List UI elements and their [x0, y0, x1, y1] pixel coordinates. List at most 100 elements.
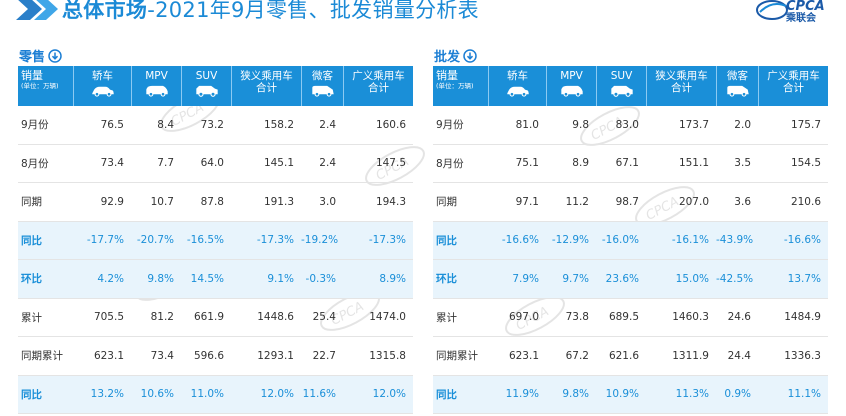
table-cell: 173.7	[646, 106, 716, 145]
table-cell: 7.7	[131, 145, 181, 183]
table-cell: 3.0	[301, 183, 343, 222]
table-cell: 210.6	[758, 183, 828, 222]
table-cell: 10.7	[131, 183, 181, 222]
retail-table: 销量 (单位：万辆) 轿车 MPV SUV 狭义乘用车 合计 微客 广义乘用车 合计 9月份 76.…	[18, 66, 413, 414]
column-label-line2: 合计	[256, 82, 277, 94]
table-cell: 11.1%	[758, 375, 828, 414]
column-label: 销量	[436, 69, 458, 82]
table-cell: 24.6	[716, 299, 758, 337]
table-cell: 1448.6	[231, 299, 301, 337]
row-label: 同比	[18, 375, 73, 414]
column-header: 狭义乘用车 合计	[646, 66, 716, 106]
column-header: 销量 (单位：万辆)	[433, 66, 488, 106]
row-label: 同期累计	[18, 337, 73, 376]
table-cell: 705.5	[73, 299, 131, 337]
table-cell: 207.0	[646, 183, 716, 222]
table-cell: 1484.9	[758, 299, 828, 337]
retail-section-label: 零售	[19, 46, 62, 65]
table-cell: 2.4	[301, 106, 343, 145]
table-row: 同期累计 623.1 73.4 596.6 1293.1 22.7 1315.8	[18, 337, 413, 376]
table-cell: 9.8%	[131, 260, 181, 299]
table-cell: -16.6%	[488, 221, 546, 260]
table-cell: 1293.1	[231, 337, 301, 376]
column-header: 轿车	[73, 66, 131, 106]
column-label: 轿车	[507, 70, 528, 82]
table-cell: -17.3%	[343, 221, 413, 260]
table-header-row: 销量 (单位：万辆) 轿车 MPV SUV 狭义乘用车 合计 微客 广义乘用车 合计	[433, 66, 828, 106]
table-cell: 11.3%	[646, 375, 716, 414]
table-row: 同比 13.2% 10.6% 11.0% 12.0% 11.6% 12.0%	[18, 375, 413, 414]
column-header: 狭义乘用车 合计	[231, 66, 301, 106]
section-title: 零售	[19, 50, 46, 65]
column-label: MPV	[145, 70, 168, 82]
table-cell: 11.9%	[488, 375, 546, 414]
table-cell: 12.0%	[231, 375, 301, 414]
column-label: 微客	[727, 70, 748, 82]
unit-label: (单位：万辆)	[21, 82, 59, 90]
table-cell: 11.2	[546, 183, 596, 222]
table-row: 9月份 76.5 8.4 73.2 158.2 2.4 160.6	[18, 106, 413, 145]
column-header: 广义乘用车 合计	[343, 66, 413, 106]
table-cell: 67.2	[546, 337, 596, 376]
table-cell: 623.1	[488, 337, 546, 376]
table-row: 同比 -17.7% -20.7% -16.5% -17.3% -19.2% -17.3%	[18, 221, 413, 260]
page-title: 总体市场-2021年9月零售、批发销量分析表	[62, 0, 479, 24]
column-label-line2: 合计	[671, 82, 692, 94]
row-label: 8月份	[433, 145, 488, 183]
table-cell: 98.7	[596, 183, 646, 222]
table-row: 8月份 75.1 8.9 67.1 151.1 3.5 154.5	[433, 145, 828, 183]
table-cell: -20.7%	[131, 221, 181, 260]
column-label-line2: 合计	[368, 82, 389, 94]
table-cell: -17.3%	[231, 221, 301, 260]
table-cell: 147.5	[343, 145, 413, 183]
row-label: 9月份	[433, 106, 488, 145]
mpv-icon	[145, 85, 168, 97]
section-title: 批发	[434, 50, 461, 65]
column-label: MPV	[560, 70, 583, 82]
table-header-row: 销量 (单位：万辆) 轿车 MPV SUV 狭义乘用车 合计 微客 广义乘用车 合计	[18, 66, 413, 106]
row-label: 同期	[433, 183, 488, 222]
column-label: SUV	[610, 70, 633, 82]
table-cell: 9.1%	[231, 260, 301, 299]
table-cell: 194.3	[343, 183, 413, 222]
table-cell: 596.6	[181, 337, 231, 376]
table-row: 累计 705.5 81.2 661.9 1448.6 25.4 1474.0	[18, 299, 413, 337]
row-label: 同期累计	[433, 337, 488, 376]
table-cell: 145.1	[231, 145, 301, 183]
table-cell: 9.8	[546, 106, 596, 145]
double-chevron-icon	[16, 0, 58, 20]
table-cell: 697.0	[488, 299, 546, 337]
table-cell: -19.2%	[301, 221, 343, 260]
title-rest: -2021年9月零售、批发销量分析表	[147, 0, 479, 22]
table-cell: 81.0	[488, 106, 546, 145]
table-cell: 4.2%	[73, 260, 131, 299]
minivan-icon	[311, 85, 334, 97]
column-header: MPV	[131, 66, 181, 106]
table-row: 环比 7.9% 9.7% 23.6% 15.0% -42.5% 13.7%	[433, 260, 828, 299]
column-header: 轿车	[488, 66, 546, 106]
table-cell: 73.4	[131, 337, 181, 376]
table-cell: 67.1	[596, 145, 646, 183]
table-cell: -42.5%	[716, 260, 758, 299]
table-row: 累计 697.0 73.8 689.5 1460.3 24.6 1484.9	[433, 299, 828, 337]
table-cell: 158.2	[231, 106, 301, 145]
column-label: SUV	[195, 70, 218, 82]
table-cell: 8.9	[546, 145, 596, 183]
column-header: 微客	[716, 66, 758, 106]
table-cell: -16.5%	[181, 221, 231, 260]
row-label: 9月份	[18, 106, 73, 145]
table-row: 同期累计 623.1 67.2 621.6 1311.9 24.4 1336.3	[433, 337, 828, 376]
table-cell: -16.0%	[596, 221, 646, 260]
table-cell: 1336.3	[758, 337, 828, 376]
sedan-icon	[506, 86, 529, 97]
row-label: 同期	[18, 183, 73, 222]
table-row: 同比 -16.6% -12.9% -16.0% -16.1% -43.9% -16.6%	[433, 221, 828, 260]
table-cell: 191.3	[231, 183, 301, 222]
column-header: 广义乘用车 合计	[758, 66, 828, 106]
row-label: 同比	[18, 221, 73, 260]
table-cell: 92.9	[73, 183, 131, 222]
column-label: 微客	[312, 70, 333, 82]
table-cell: 3.5	[716, 145, 758, 183]
table-cell: 11.6%	[301, 375, 343, 414]
table-cell: 73.2	[181, 106, 231, 145]
